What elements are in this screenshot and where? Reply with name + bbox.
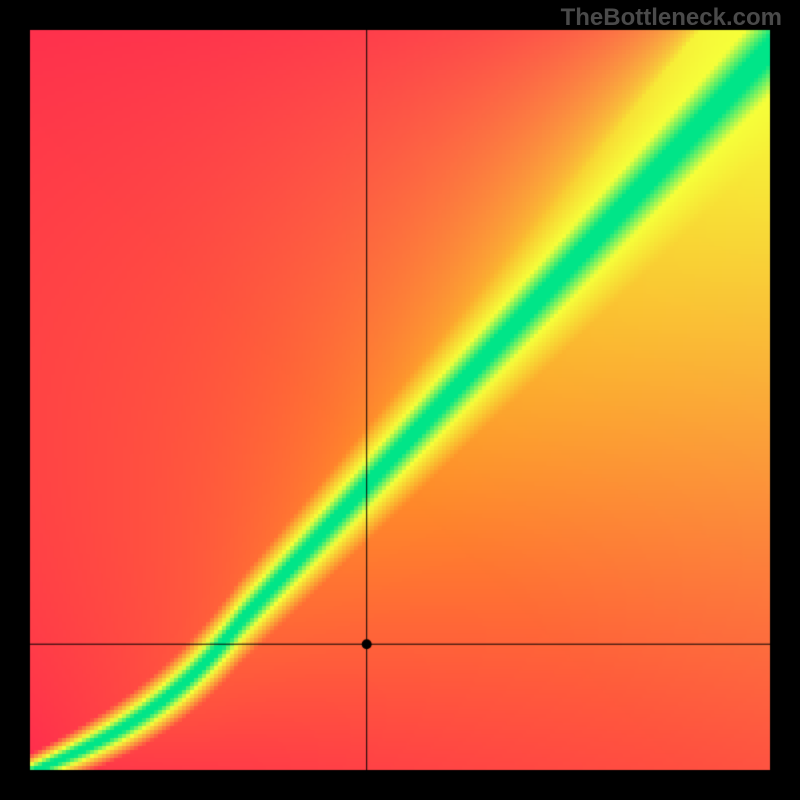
watermark-text: TheBottleneck.com [561, 4, 782, 32]
chart-container: TheBottleneck.com [0, 0, 800, 800]
bottleneck-heatmap [0, 0, 800, 800]
